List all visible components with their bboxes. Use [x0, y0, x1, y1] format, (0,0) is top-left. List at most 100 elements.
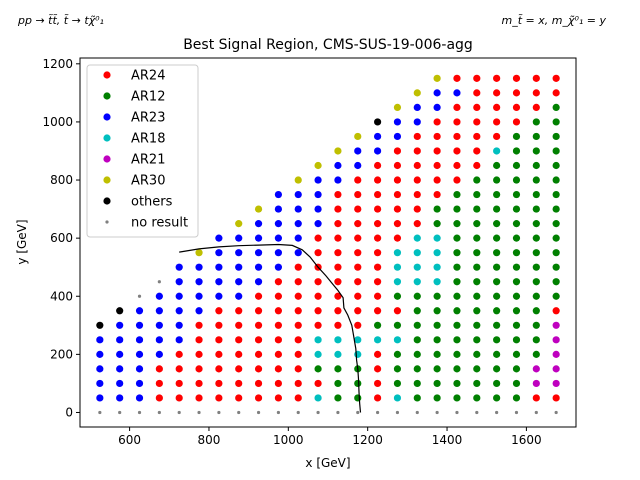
point-ar30 [334, 147, 342, 155]
point-ar24 [215, 321, 223, 329]
point-ar24 [552, 74, 560, 82]
point-ar12 [433, 394, 441, 402]
point-ar24 [473, 161, 481, 170]
point-ar23 [116, 394, 124, 402]
point-ar24 [413, 190, 421, 199]
point-ar23 [135, 307, 144, 315]
point-ar24 [294, 321, 302, 329]
point-ar24 [493, 118, 501, 126]
plot-area [79, 57, 577, 428]
point-ar24 [433, 118, 441, 126]
point-ar12 [334, 379, 342, 388]
point-ar23 [354, 161, 362, 170]
point-ar21 [532, 365, 540, 373]
x-axis-label: x [GeV] [305, 456, 350, 470]
point-ar24 [433, 190, 441, 199]
point-ar24 [314, 307, 322, 315]
point-ar12 [512, 307, 521, 315]
point-ar24 [413, 161, 421, 170]
point-ar18 [354, 336, 362, 344]
x-tick-label: 800 [198, 433, 221, 447]
point-ar12 [552, 220, 560, 228]
point-ar23 [274, 190, 282, 199]
point-ar24 [294, 379, 302, 388]
point-ar12 [393, 292, 402, 300]
point-ar24 [175, 379, 183, 388]
point-ar23 [155, 292, 163, 300]
point-ar23 [254, 263, 263, 271]
point-ar23 [155, 336, 163, 344]
point-ar23 [254, 220, 263, 228]
point-ar12 [433, 292, 441, 300]
legend-marker [103, 92, 111, 100]
point-ar24 [274, 379, 282, 388]
chart-title: Best Signal Region, CMS-SUS-19-006-agg [183, 37, 473, 53]
point-no-result [415, 410, 419, 415]
point-ar24 [334, 307, 342, 315]
point-ar24 [374, 263, 382, 271]
point-ar23 [314, 176, 322, 184]
point-ar24 [393, 147, 402, 155]
point-no-result [157, 280, 161, 284]
point-ar24 [215, 307, 223, 315]
point-ar12 [512, 220, 521, 228]
point-ar23 [294, 249, 302, 257]
point-ar18 [413, 249, 421, 257]
point-no-result [296, 410, 300, 415]
x-tick-label: 600 [118, 433, 141, 447]
point-ar24 [334, 249, 342, 257]
point-ar12 [453, 379, 461, 388]
point-ar18 [393, 336, 402, 344]
point-ar24 [294, 350, 302, 358]
point-ar12 [512, 394, 521, 402]
point-ar12 [512, 249, 521, 257]
point-ar23 [215, 278, 223, 286]
point-ar12 [453, 263, 461, 271]
point-ar12 [453, 205, 461, 213]
point-ar12 [433, 220, 441, 228]
point-ar23 [413, 103, 421, 111]
point-ar24 [453, 161, 461, 170]
point-ar24 [274, 321, 282, 329]
point-ar24 [532, 394, 540, 402]
point-no-result [177, 410, 181, 415]
legend-label: AR21 [131, 153, 165, 168]
point-ar24 [354, 220, 362, 228]
point-ar12 [532, 336, 540, 344]
point-ar24 [195, 394, 203, 402]
point-ar24 [235, 379, 243, 388]
legend-label: no result [131, 216, 188, 231]
point-ar12 [532, 161, 540, 170]
point-ar18 [354, 350, 362, 358]
point-ar24 [274, 336, 282, 344]
point-ar12 [473, 205, 481, 213]
point-ar12 [413, 336, 421, 344]
point-ar24 [274, 394, 282, 402]
legend: AR24 AR12 AR23 AR18 AR21 AR30 others no result [86, 64, 199, 238]
point-ar24 [334, 205, 342, 213]
point-ar24 [155, 379, 163, 388]
point-ar24 [393, 234, 402, 242]
point-ar24 [413, 220, 421, 228]
point-ar24 [314, 379, 322, 388]
point-ar12 [512, 147, 521, 155]
point-ar21 [552, 365, 560, 373]
point-ar12 [453, 350, 461, 358]
point-ar24 [393, 205, 402, 213]
point-ar23 [314, 190, 322, 199]
point-ar23 [294, 190, 302, 199]
point-ar24 [374, 234, 382, 242]
point-ar12 [532, 234, 540, 242]
point-no-result [534, 410, 538, 415]
legend-marker [103, 176, 111, 184]
point-ar12 [532, 321, 540, 329]
point-no-result [197, 410, 201, 415]
point-ar24 [195, 379, 203, 388]
point-ar23 [235, 263, 243, 271]
point-ar23 [274, 263, 282, 271]
point-ar24 [433, 176, 441, 184]
point-ar23 [175, 307, 183, 315]
point-ar23 [393, 118, 402, 126]
point-ar24 [413, 205, 421, 213]
point-ar30 [235, 220, 243, 228]
